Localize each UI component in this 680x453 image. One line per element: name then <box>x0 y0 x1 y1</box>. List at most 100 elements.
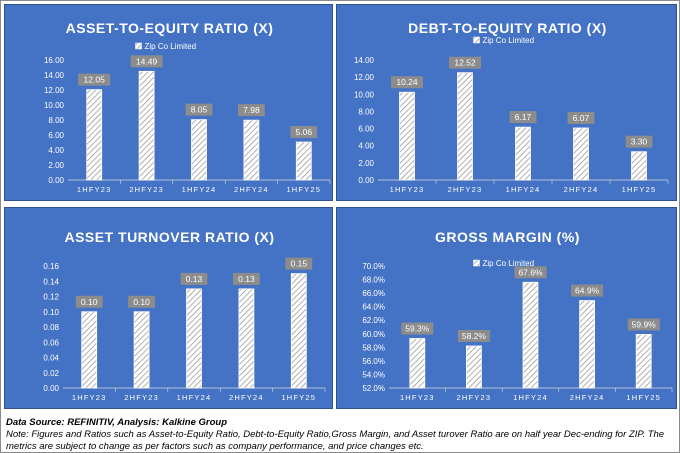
y-tick-label: 70.0% <box>362 262 385 271</box>
data-label: 67.6% <box>518 267 543 277</box>
legend-label: Zip Co Limited <box>145 42 197 51</box>
bar <box>399 91 415 181</box>
data-label-box <box>78 73 111 86</box>
x-tick-label: 2HFY24 <box>570 393 605 402</box>
y-tick-label: 0.06 <box>43 338 59 347</box>
note-text: Note: Figures and Ratios such as Asset-t… <box>6 429 665 452</box>
data-label-box <box>75 295 103 308</box>
bar <box>522 281 539 389</box>
bar <box>515 126 531 181</box>
chart-svg-gross-margin: GROSS MARGIN (%) Zip Co Limited 52.0% 54.0%… <box>362 229 673 402</box>
legend-swatch <box>473 36 480 44</box>
bar <box>295 141 312 181</box>
x-tick-label: 2HFY24 <box>229 393 264 402</box>
data-label-box <box>185 103 213 116</box>
bar <box>631 151 647 181</box>
bar <box>243 119 260 181</box>
chart-panel-asset-turnover: ASSET TURNOVER RATIO (X) 0.00 0.02 0.04 0.06… <box>4 207 333 409</box>
chart-panel-gross-margin: GROSS MARGIN (%) Zip Co Limited 52.0% 54.0%… <box>336 207 677 409</box>
data-label: 12.52 <box>454 58 476 68</box>
bar <box>133 311 150 389</box>
y-tick-label: 0.14 <box>43 277 59 286</box>
y-tick-label: 54.0% <box>362 370 385 379</box>
bar <box>186 288 202 389</box>
chart-panel-debt-to-equity: DEBT-TO-EQUITY RATIO (X) Zip Co Limited 0.… <box>336 4 677 201</box>
y-tick-label: 0.08 <box>43 323 59 332</box>
data-label-box <box>625 135 653 148</box>
data-label-box <box>128 295 155 308</box>
data-label-box <box>290 126 318 139</box>
y-tick-label: 0.00 <box>358 176 374 185</box>
bar <box>635 334 652 389</box>
bar <box>579 300 596 389</box>
x-tick-label: 1HFY24 <box>182 185 217 194</box>
y-tick-label: 10.00 <box>44 101 65 110</box>
x-tick-label: 2HFY23 <box>124 393 159 402</box>
x-tick-label: 1HFY24 <box>177 393 212 402</box>
data-label: 64.9% <box>575 286 600 296</box>
y-tick-label: 12.00 <box>44 86 65 95</box>
data-label-box <box>509 111 537 124</box>
x-tick-label: 1HFY25 <box>286 185 321 194</box>
bar <box>81 311 98 389</box>
x-tick-label: 1HFY23 <box>72 393 107 402</box>
bar <box>573 127 589 181</box>
x-tick-label: 1HFY25 <box>281 393 316 402</box>
data-label: 59.9% <box>632 319 657 329</box>
data-label-box <box>514 266 547 279</box>
y-tick-label: 8.00 <box>358 107 374 116</box>
data-label: 0.15 <box>291 259 308 269</box>
y-tick-label: 0.12 <box>43 293 59 302</box>
data-label-box <box>627 318 660 331</box>
y-tick-label: 14.00 <box>354 56 375 65</box>
footer-notes: Data Source: REFINITIV, Analysis: Kalkin… <box>6 417 676 453</box>
data-label-box <box>391 76 423 89</box>
y-tick-label: 58.0% <box>362 343 385 352</box>
y-tick-label: 0.10 <box>43 308 59 317</box>
y-tick-label: 68.0% <box>362 276 385 285</box>
bar <box>409 338 426 389</box>
y-tick-label: 0.16 <box>43 262 59 271</box>
y-tick-label: 6.00 <box>48 131 64 140</box>
x-tick-label: 1HFY25 <box>622 185 657 194</box>
data-label: 8.05 <box>191 105 208 115</box>
y-tick-label: 0.02 <box>43 369 59 378</box>
y-tick-label: 8.00 <box>48 116 64 125</box>
legend-label: Zip Co Limited <box>483 36 535 45</box>
chart-title: ASSET TURNOVER RATIO (X) <box>64 229 274 245</box>
x-tick-label: 2HFY23 <box>129 185 164 194</box>
data-label-box <box>285 257 313 270</box>
y-tick-label: 14.00 <box>44 71 65 80</box>
x-tick-label: 1HFY25 <box>626 393 661 402</box>
y-tick-label: 0.00 <box>43 384 59 393</box>
y-tick-label: 0.04 <box>43 354 59 363</box>
y-tick-label: 52.0% <box>362 384 385 393</box>
chart-title: GROSS MARGIN (%) <box>435 229 580 245</box>
chart-title: ASSET-TO-EQUITY RATIO (X) <box>66 20 274 36</box>
x-tick-label: 2HFY24 <box>234 185 269 194</box>
data-label: 14.49 <box>136 56 158 66</box>
data-label: 6.17 <box>515 112 532 122</box>
data-label-box <box>401 322 434 335</box>
legend-swatch <box>135 42 142 50</box>
bar <box>191 119 207 181</box>
data-label: 59.3% <box>405 324 430 334</box>
bar <box>290 273 307 389</box>
data-label-box <box>571 284 604 297</box>
data-label: 12.05 <box>84 75 106 85</box>
x-tick-label: 2HFY24 <box>564 185 599 194</box>
bar <box>238 288 255 389</box>
y-tick-label: 60.0% <box>362 330 385 339</box>
bar <box>138 70 155 181</box>
y-tick-label: 0.00 <box>48 176 64 185</box>
data-label-box <box>238 104 265 117</box>
data-label: 10.24 <box>396 77 418 87</box>
data-label-box <box>233 272 260 285</box>
y-tick-label: 66.0% <box>362 289 385 298</box>
y-tick-label: 6.00 <box>358 125 374 134</box>
chart-svg-asset-to-equity: ASSET-TO-EQUITY RATIO (X) Zip Co Limited 0… <box>44 20 331 194</box>
x-tick-label: 2HFY23 <box>457 393 492 402</box>
y-tick-label: 56.0% <box>362 357 385 366</box>
x-tick-label: 1HFY23 <box>400 393 435 402</box>
